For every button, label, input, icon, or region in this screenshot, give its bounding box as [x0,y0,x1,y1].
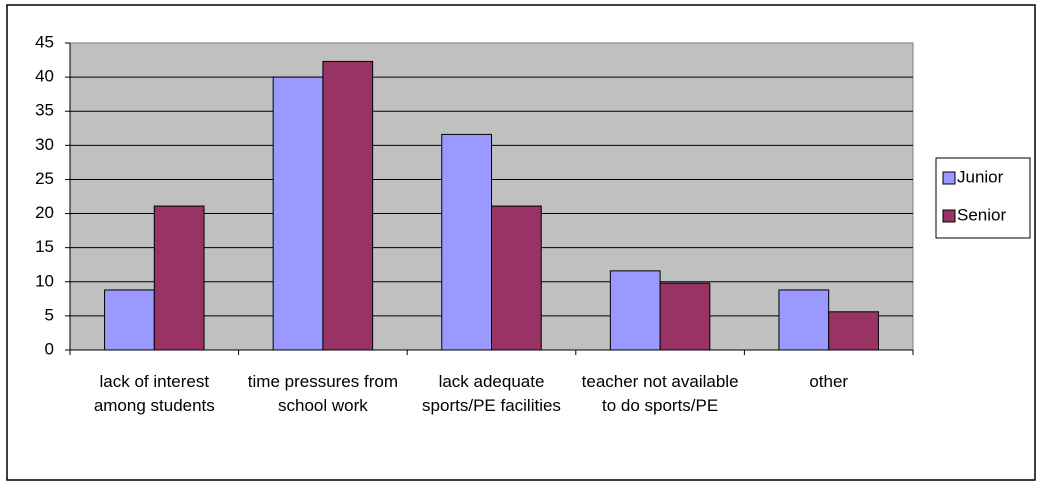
y-tick-label: 20 [35,203,54,222]
y-tick-label: 5 [45,305,54,324]
x-tick-label: lack adequate sports/PE facilities [422,372,561,415]
bar [491,205,542,351]
bar [104,289,155,351]
legend-box [935,157,1031,239]
y-tick-label: 0 [45,339,54,358]
legend-label: Senior [957,205,1006,224]
bar [272,76,324,351]
x-tick-label: teacher not available to do sports/PE [581,372,739,415]
bar [778,289,830,351]
y-tick-label: 10 [35,271,54,290]
bar [322,60,374,351]
y-tick-label: 15 [35,237,54,256]
bar [828,311,879,351]
bar [441,133,492,351]
y-tick-label: 25 [35,169,54,188]
x-tick-label: other [809,372,849,391]
legend-swatch [942,171,956,185]
y-tick-label: 30 [35,135,54,154]
legend-swatch [942,209,956,223]
x-tick-label: time pressures from school work [247,372,398,415]
bar [153,205,205,351]
y-tick-label: 35 [35,101,54,120]
x-tick-label: lack of interest among students [93,372,215,415]
bar [659,282,711,351]
y-tick-label: 40 [35,67,54,86]
legend-label: Junior [957,167,1004,186]
y-tick-label: 45 [35,32,54,51]
bar [609,270,661,351]
